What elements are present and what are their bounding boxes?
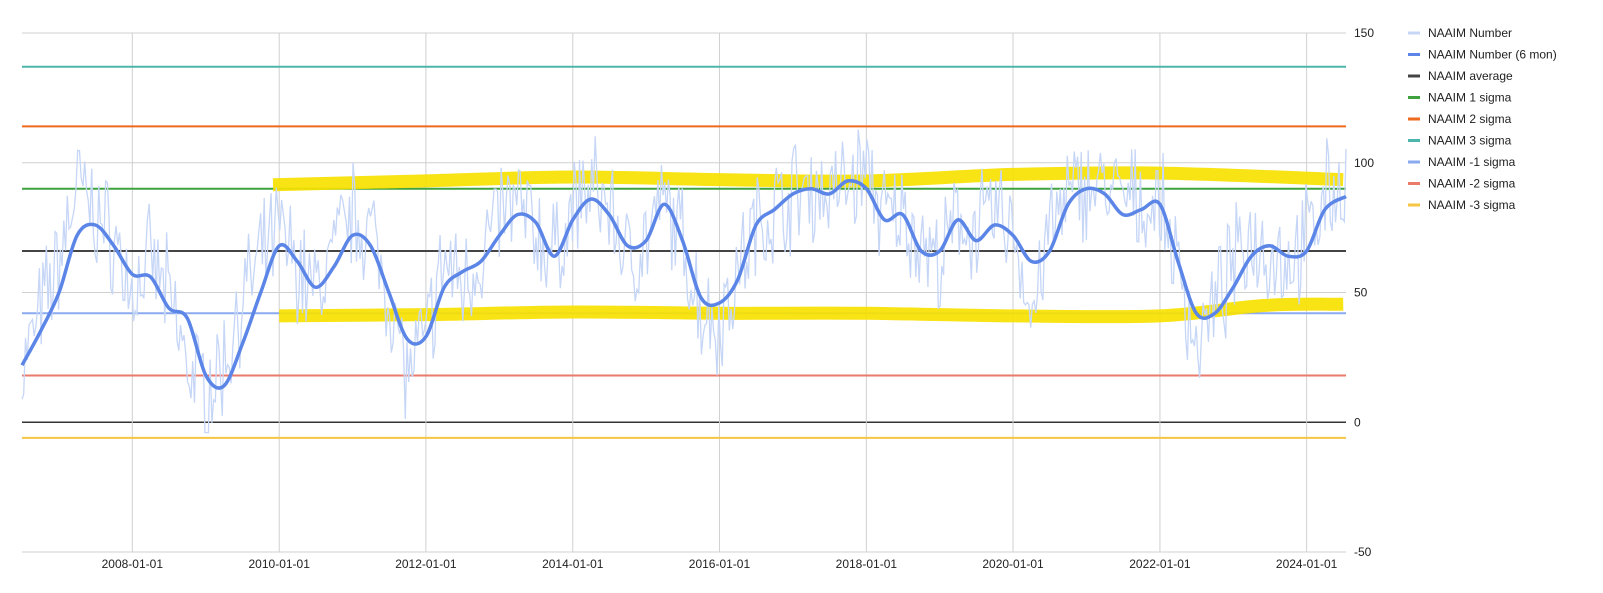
- legend: NAAIM Number NAAIM Number (6 mon) NAAIM av…: [1408, 26, 1557, 212]
- y-tick-label: 150: [1354, 26, 1374, 40]
- y-tick-label: 0: [1354, 415, 1361, 429]
- grid: [22, 32, 1346, 553]
- legend-label: NAAIM Number: [1428, 26, 1512, 40]
- legend-item[interactable]: NAAIM -2 sigma: [1408, 177, 1516, 191]
- y-tick-label: 100: [1354, 156, 1374, 170]
- y-tick-label: 50: [1354, 286, 1368, 300]
- legend-label: NAAIM 2 sigma: [1428, 112, 1512, 126]
- x-tick-label: 2008-01-01: [102, 557, 164, 571]
- series-naaim-number: [21, 129, 1347, 434]
- y-tick-label: -50: [1354, 545, 1372, 559]
- highlight-band-2: [279, 297, 1344, 324]
- legend-item[interactable]: NAAIM Number: [1408, 26, 1512, 40]
- legend-label: NAAIM 1 sigma: [1428, 91, 1512, 105]
- x-tick-label: 2022-01-01: [1129, 557, 1191, 571]
- x-tick-label: 2014-01-01: [542, 557, 604, 571]
- legend-item[interactable]: NAAIM -1 sigma: [1408, 155, 1516, 169]
- x-tick-label: 2024-01-01: [1276, 557, 1338, 571]
- legend-item[interactable]: NAAIM 1 sigma: [1408, 91, 1512, 105]
- x-tick-label: 2018-01-01: [836, 557, 898, 571]
- y-axis-ticks: 150 100 50 0 -50: [1354, 26, 1374, 559]
- x-tick-label: 2010-01-01: [249, 557, 311, 571]
- highlight-band-1: [272, 166, 1344, 192]
- series-lines: [20, 129, 1347, 434]
- x-tick-label: 2016-01-01: [689, 557, 751, 571]
- legend-item[interactable]: NAAIM Number (6 mon): [1408, 48, 1557, 62]
- legend-label: NAAIM -3 sigma: [1428, 198, 1516, 212]
- legend-label: NAAIM -1 sigma: [1428, 155, 1516, 169]
- legend-item[interactable]: NAAIM 2 sigma: [1408, 112, 1512, 126]
- legend-label: NAAIM average: [1428, 69, 1513, 83]
- legend-label: NAAIM Number (6 mon): [1428, 48, 1557, 62]
- x-tick-label: 2012-01-01: [395, 557, 457, 571]
- legend-item[interactable]: NAAIM average: [1408, 69, 1513, 83]
- x-axis-ticks: 2008-01-01 2010-01-01 2012-01-01 2014-01-01…: [102, 557, 1338, 571]
- legend-item[interactable]: NAAIM -3 sigma: [1408, 198, 1516, 212]
- series-naaim-number-6-mon: [20, 178, 1347, 390]
- legend-label: NAAIM 3 sigma: [1428, 134, 1512, 148]
- x-tick-label: 2020-01-01: [982, 557, 1044, 571]
- highlight-bands: [272, 166, 1344, 324]
- legend-item[interactable]: NAAIM 3 sigma: [1408, 134, 1512, 148]
- legend-label: NAAIM -2 sigma: [1428, 177, 1516, 191]
